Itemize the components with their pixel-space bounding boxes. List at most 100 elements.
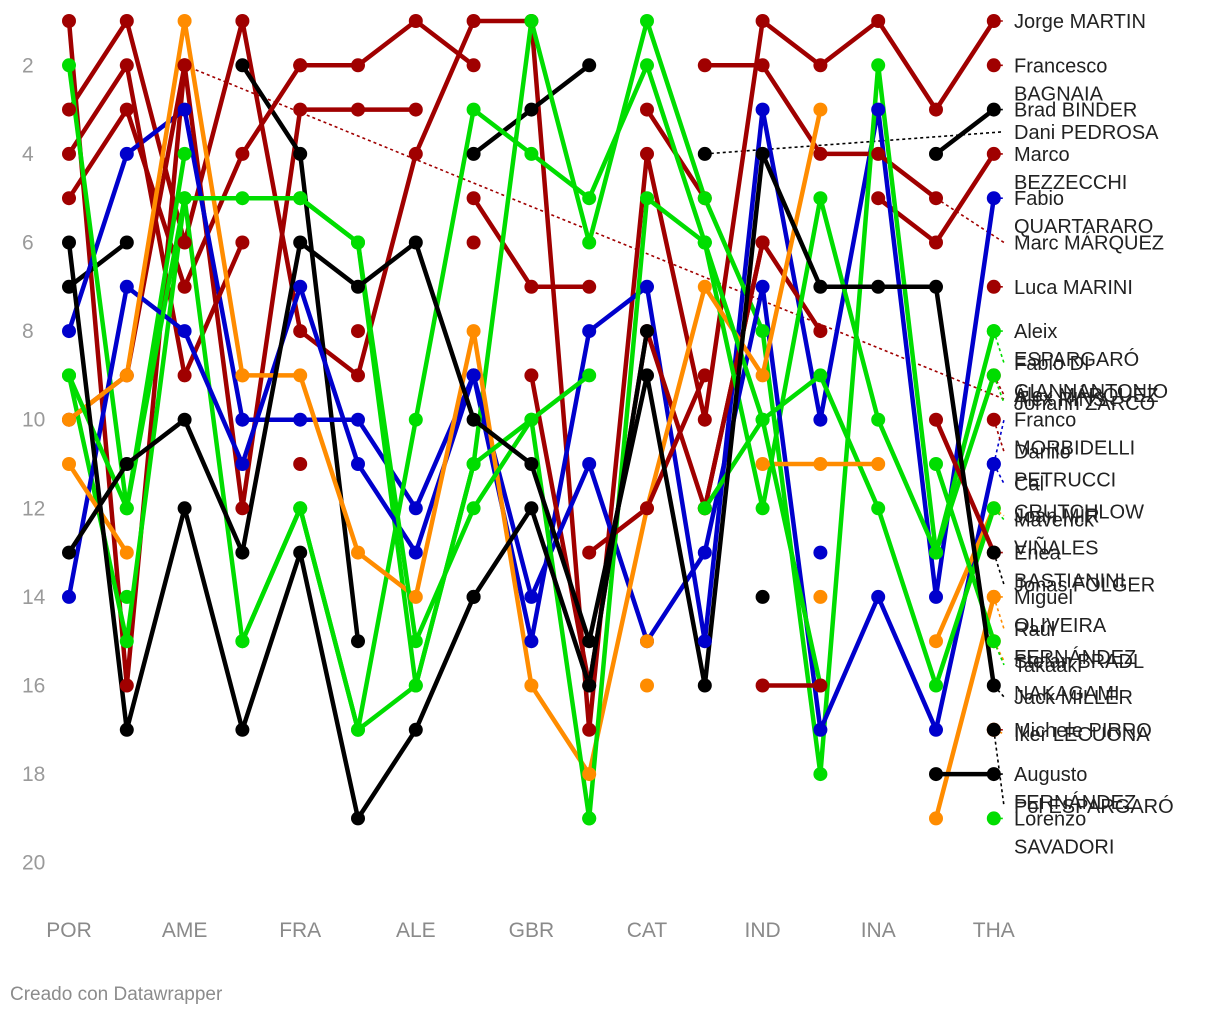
point-jonas-folger (986, 545, 1001, 560)
point-brad-binder (582, 58, 597, 73)
point-jack-miller (524, 457, 539, 471)
point-francesco-bagnaia (351, 102, 365, 117)
series-label-line: Jonas FOLGER (1014, 575, 1155, 597)
point-joan-mir (293, 368, 308, 383)
y-tick-label: 12 (22, 497, 45, 520)
point-francesco-bagnaia (235, 501, 250, 516)
point-takaaki-nakagami (755, 412, 770, 427)
series-label-takaaki-nakagami: Takaaki NAKAGAMI (1014, 655, 1120, 705)
point-takaaki-nakagami (293, 501, 308, 516)
point-brad-binder (62, 279, 76, 294)
label-connector (993, 375, 1005, 404)
series-label-line: Francesco (1014, 55, 1107, 77)
point-enea-bastianini (697, 368, 712, 383)
series-label-marco-bezzecchi: Marco BEZZECCHI (1014, 144, 1127, 194)
series-label-line: Álex MÁRQUEZ (1014, 384, 1158, 407)
point-michele-pirro (813, 678, 828, 693)
point-pol-espargaro (466, 589, 481, 604)
series-label-line: BEZZECCHI (1014, 172, 1127, 194)
point-brad-binder (119, 235, 134, 250)
point-marc-marquez (235, 235, 250, 250)
point-miguel-oliveira (62, 457, 76, 471)
point-francesco-bagnaia (986, 58, 1001, 73)
series-label-marc-marquez: Marc MÁRQUEZ (1014, 232, 1164, 255)
point-jack-miller (293, 235, 308, 250)
point-marco-bezzecchi (235, 146, 250, 161)
point-miguel-oliveira (813, 457, 828, 471)
point-maverick-vinales (119, 501, 134, 516)
point-marco-bezzecchi (62, 191, 76, 206)
series-label-line: Marco (1014, 144, 1070, 166)
series-label-line: CRUTCHLOW (1014, 502, 1144, 524)
point-fabio-quartararo (986, 191, 1001, 206)
point-aleix-espargaro (177, 146, 192, 161)
point-raul-fernandez (929, 811, 943, 826)
point-fabio-quartararo (235, 412, 250, 427)
point-pol-espargaro (62, 235, 76, 250)
series-label-line: Aleix (1014, 321, 1057, 343)
y-tick-label: 18 (22, 763, 45, 786)
point-maverick-vinales (986, 501, 1001, 516)
series-label-jack-miller: Jack MILLER (1014, 687, 1133, 709)
series-label-line: Fabio DI (1014, 353, 1090, 375)
point-aleix-espargaro (640, 14, 654, 28)
series-label-line: OLIVEIRA (1014, 615, 1107, 637)
point-fabio-di-giannantonio (986, 324, 1001, 339)
x-tick-label: POR (46, 919, 92, 942)
series-label-lorenzo-savadori: Lorenzo SAVADORI (1014, 808, 1114, 858)
point-fabio-quartararo (813, 412, 828, 427)
series-label-alex-rins: Alex RINS (1014, 389, 1106, 411)
point-joan-mir (813, 102, 828, 117)
point-fabio-quartararo (582, 324, 597, 339)
label-connector (993, 419, 1005, 465)
point-marc-marquez (466, 191, 481, 206)
point-jorge-martin (640, 146, 654, 161)
point-joan-mir (929, 634, 943, 649)
series-label-francesco-bagnaia: Francesco BAGNAIA (1014, 55, 1107, 105)
point-fabio-quartararo (524, 634, 539, 649)
label-connector (993, 463, 1005, 485)
point-francesco-bagnaia (408, 102, 423, 117)
point-pol-espargaro (524, 501, 539, 516)
point-joan-mir (582, 767, 597, 782)
series-label-line: Iker LECUONA (1014, 724, 1150, 746)
point-aleix-espargaro (697, 191, 712, 206)
y-tick-label: 14 (22, 586, 46, 609)
point-fabio-quartararo (408, 501, 423, 516)
point-maverick-vinales (871, 501, 886, 516)
y-tick-label: 10 (22, 409, 45, 432)
x-tick-label: AME (162, 919, 208, 942)
point-fabio-quartararo (697, 634, 712, 649)
point-jorge-martin (986, 14, 1001, 28)
point-marc-marquez (177, 368, 192, 383)
series-label-line: Dani PEDROSA (1014, 122, 1159, 144)
point-alex-marquez (293, 457, 308, 471)
point-alex-marquez (813, 324, 828, 339)
series-label-line: NAKAGAMI (1014, 683, 1120, 705)
x-tick-label: ALE (396, 919, 436, 942)
point-takaaki-nakagami (466, 457, 481, 471)
point-brad-binder (351, 634, 365, 649)
point-takaaki-nakagami (697, 501, 712, 516)
point-marc-marquez (929, 191, 943, 206)
point-johann-zarco (929, 545, 943, 560)
point-augusto-fernandez (986, 767, 1001, 782)
series-label-michele-pirro: Michele PIRRO (1014, 720, 1152, 742)
series-label-miguel-oliveira: Miguel OLIVEIRA (1014, 587, 1107, 637)
point-johann-zarco (986, 368, 1001, 383)
point-johann-zarco (524, 146, 539, 161)
point-jorge-martin (466, 14, 481, 28)
point-augusto-fernandez (929, 767, 943, 782)
point-marc-marquez (697, 58, 712, 73)
point-brad-binder (293, 146, 308, 161)
point-marc-marquez (524, 279, 539, 294)
point-joan-mir (177, 14, 192, 28)
point-jack-miller (755, 146, 770, 161)
x-tick-label: GBR (509, 919, 555, 942)
series-label-line: FERNÁNDEZ (1014, 646, 1136, 669)
bump-chart: 2 4 6 8 10 12 14 16 18 20 POR AME FRA ALE GBR CAT IND IN… (22, 11, 1174, 942)
series-line-marc-marquez (471, 195, 592, 290)
point-maverick-vinales (62, 368, 76, 383)
point-pol-espargaro (582, 678, 597, 693)
point-jorge-martin (62, 102, 76, 117)
